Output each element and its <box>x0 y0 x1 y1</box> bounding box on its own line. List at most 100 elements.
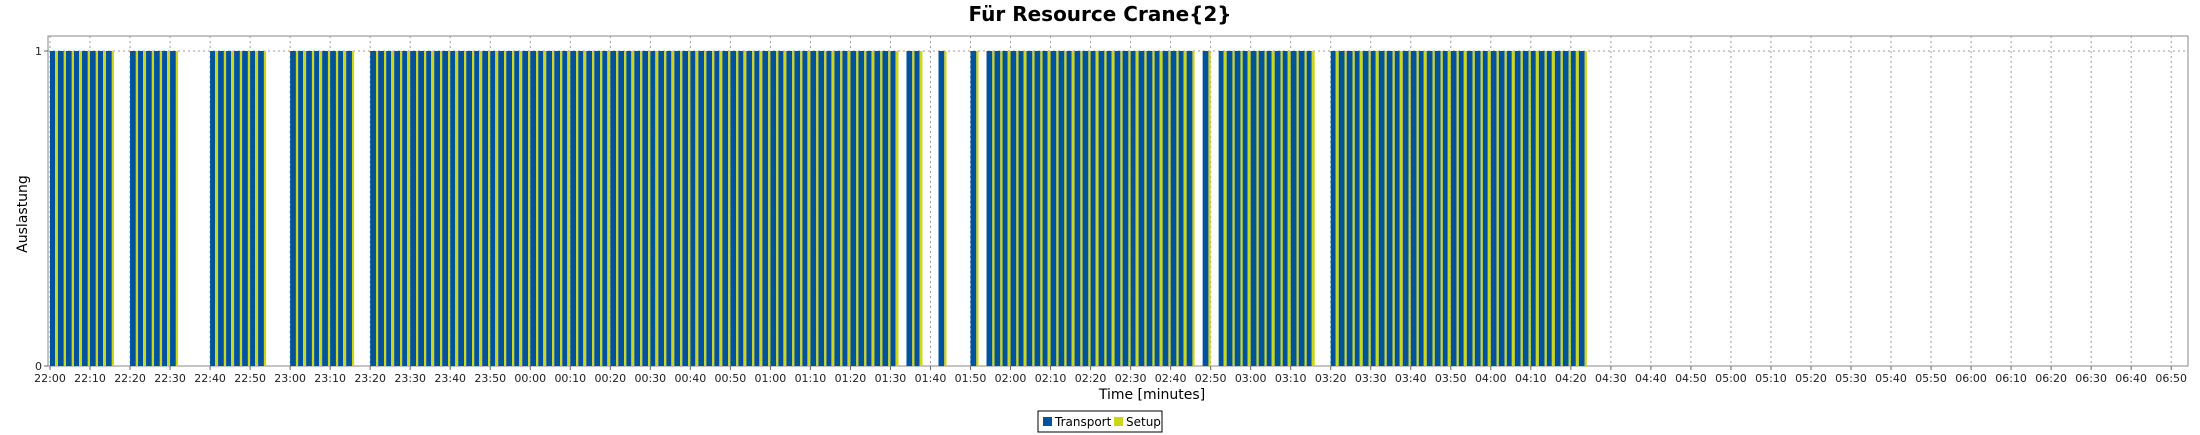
bar-setup <box>1344 51 1347 366</box>
bar-transport <box>1202 51 1209 366</box>
bar-transport <box>890 51 896 366</box>
bar-transport <box>626 51 632 366</box>
bar-transport <box>1410 51 1417 366</box>
bar-setup <box>472 51 475 366</box>
bar-transport <box>106 51 112 366</box>
bar-transport <box>1370 51 1376 366</box>
chart-title: Für Resource Crane{2} <box>968 2 1231 26</box>
bar-transport <box>986 51 993 366</box>
bar-setup <box>1016 51 1019 366</box>
bar-transport <box>1466 51 1473 366</box>
bar-transport <box>762 51 769 366</box>
bar-setup <box>383 51 387 366</box>
bar-transport <box>1138 51 1145 366</box>
bar-transport <box>1570 51 1576 366</box>
bar-setup <box>1128 51 1131 366</box>
bar-setup <box>888 51 891 366</box>
bar-transport <box>938 51 945 366</box>
bar-transport <box>570 51 577 366</box>
x-tick-label: 06:50 <box>2155 372 2187 385</box>
bar-transport <box>842 51 848 366</box>
bar-setup <box>1551 51 1555 366</box>
bar-transport <box>1290 51 1297 366</box>
bar-transport <box>1426 51 1433 366</box>
bar-setup <box>776 51 779 366</box>
bar-transport <box>858 51 865 366</box>
bar-transport <box>906 51 913 366</box>
bar-setup <box>295 51 299 366</box>
bar-transport <box>1130 51 1136 366</box>
x-tick-label: 03:20 <box>1315 372 1347 385</box>
bar-transport <box>530 51 537 366</box>
bar-setup <box>1511 51 1515 366</box>
bar-transport <box>442 51 449 366</box>
bar-setup <box>664 51 667 366</box>
bar-transport <box>650 51 656 366</box>
bar-transport <box>770 51 777 366</box>
x-tick-label: 05:10 <box>1755 372 1787 385</box>
bar-setup <box>1575 51 1579 366</box>
bar-setup <box>800 51 803 366</box>
x-tick-label: 01:30 <box>875 372 907 385</box>
x-tick-label: 04:50 <box>1675 372 1707 385</box>
x-tick-label: 00:40 <box>675 372 707 385</box>
x-tick-label: 22:50 <box>234 372 266 385</box>
bar-setup <box>1168 51 1171 366</box>
bar-setup <box>624 51 627 366</box>
legend-box <box>1037 410 1163 433</box>
bar-transport <box>1226 51 1233 366</box>
bar-setup <box>1520 51 1523 366</box>
bar-transport <box>1306 51 1312 366</box>
bar-setup <box>1144 51 1147 366</box>
x-tick-label: 23:20 <box>354 372 386 385</box>
y-axis-ticks: 01 <box>35 45 48 373</box>
x-tick-label: 01:40 <box>915 372 947 385</box>
bar-transport <box>1146 51 1153 366</box>
bar-setup <box>247 51 251 366</box>
bar-setup <box>567 51 571 366</box>
bar-transport <box>634 51 641 366</box>
bar-setup <box>864 51 867 366</box>
bar-transport <box>602 51 608 366</box>
bar-setup <box>495 51 499 366</box>
bar-setup <box>592 51 595 366</box>
bar-transport <box>1098 51 1105 366</box>
bar-setup <box>816 51 819 366</box>
bar-transport <box>1074 51 1081 366</box>
bar-setup <box>1296 51 1299 366</box>
bar-setup <box>1472 51 1475 366</box>
x-tick-label: 02:10 <box>1035 372 1067 385</box>
bar-transport <box>1170 51 1177 366</box>
bar-transport <box>866 51 872 366</box>
x-tick-label: 04:30 <box>1595 372 1627 385</box>
bar-setup <box>303 51 307 366</box>
x-tick-label: 22:00 <box>34 372 66 385</box>
bar-setup <box>1375 51 1379 366</box>
bar-transport <box>290 51 296 366</box>
bar-transport <box>1490 51 1497 366</box>
bar-transport <box>434 51 441 366</box>
x-tick-label: 00:00 <box>514 372 546 385</box>
bar-transport <box>298 51 304 366</box>
bar-setup <box>1496 51 1499 366</box>
bar-setup <box>1408 51 1411 366</box>
bar-transport <box>738 51 744 366</box>
bar-transport <box>1578 51 1585 366</box>
bar-transport <box>610 51 617 366</box>
bar-transport <box>1418 51 1424 366</box>
bar-setup <box>1423 51 1427 366</box>
bar-setup <box>695 51 699 366</box>
bar-setup <box>976 51 979 366</box>
bar-setup <box>655 51 659 366</box>
y-axis-label: Auslastung <box>15 175 31 253</box>
bar-transport <box>1266 51 1272 366</box>
bar-setup <box>616 51 619 366</box>
bar-transport <box>1042 51 1048 366</box>
bar-setup <box>1095 51 1099 366</box>
bar-setup <box>479 51 483 366</box>
bar-setup <box>167 51 171 366</box>
x-axis-label: Time [minutes] <box>1098 387 1205 403</box>
bar-setup <box>1232 51 1235 366</box>
bar-transport <box>714 51 720 366</box>
bar-setup <box>455 51 459 366</box>
